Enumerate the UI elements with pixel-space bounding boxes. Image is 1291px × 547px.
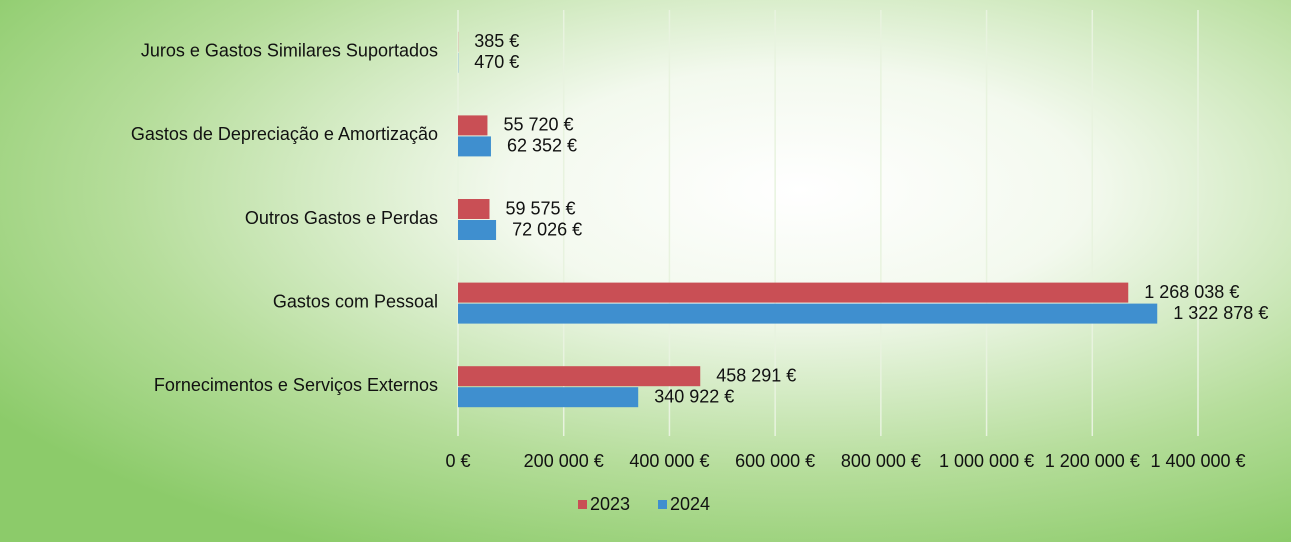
y-tick-label: Juros e Gastos Similares Suportados (141, 41, 438, 61)
y-tick-label: Gastos de Depreciação e Amortização (131, 124, 438, 144)
bar (458, 304, 1157, 324)
x-tick-label: 0 € (445, 451, 470, 471)
data-label: 1 268 038 € (1144, 282, 1239, 302)
bar (458, 136, 491, 156)
x-tick-label: 200 000 € (524, 451, 604, 471)
data-label: 55 720 € (503, 115, 573, 135)
y-tick-label: Fornecimentos e Serviços Externos (154, 375, 438, 395)
x-tick-label: 1 200 000 € (1045, 451, 1140, 471)
data-label: 72 026 € (512, 219, 582, 239)
bar (458, 387, 638, 407)
bar (458, 199, 489, 219)
data-label: 385 € (474, 31, 519, 51)
x-tick-label: 800 000 € (841, 451, 921, 471)
x-tick-label: 400 000 € (629, 451, 709, 471)
x-tick-label: 600 000 € (735, 451, 815, 471)
y-tick-label: Gastos com Pessoal (273, 291, 438, 311)
data-label: 1 322 878 € (1173, 303, 1268, 323)
legend-swatch (578, 500, 587, 509)
bar (458, 220, 496, 240)
data-label: 458 291 € (716, 365, 796, 385)
data-label: 59 575 € (505, 198, 575, 218)
y-tick-label: Outros Gastos e Perdas (245, 208, 438, 228)
bar (458, 283, 1128, 303)
bar (458, 115, 487, 135)
bar (458, 366, 700, 386)
data-label: 470 € (474, 52, 519, 72)
legend-label: 2024 (670, 494, 710, 514)
data-label: 340 922 € (654, 386, 734, 406)
x-tick-label: 1 400 000 € (1150, 451, 1245, 471)
data-label: 62 352 € (507, 136, 577, 156)
legend-label: 2023 (590, 494, 630, 514)
x-tick-label: 1 000 000 € (939, 451, 1034, 471)
legend-swatch (658, 500, 667, 509)
